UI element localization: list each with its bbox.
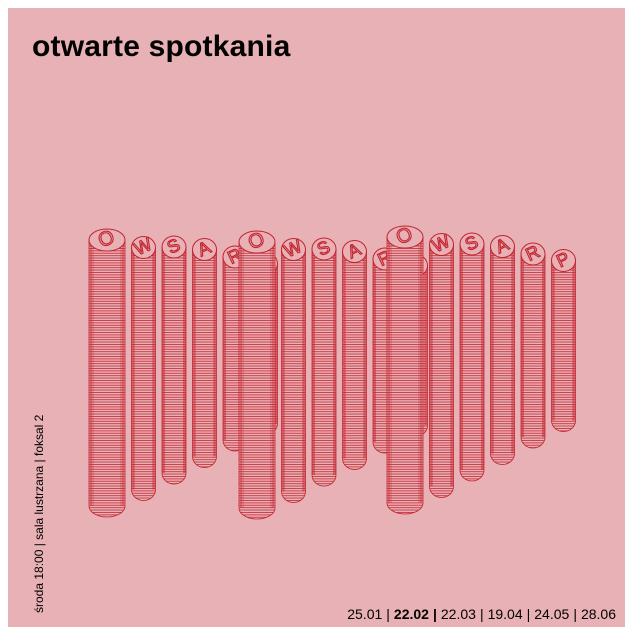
extruded-letter: P — [551, 247, 576, 432]
event-poster: PRASWOPRASWOPRASWO otwarte spotkania śro… — [8, 8, 625, 627]
extruded-letter: W — [131, 233, 156, 501]
extruded-letter: A — [490, 233, 515, 465]
extruded-letter: O — [238, 227, 276, 520]
date-item-current: 22.02 — [393, 606, 429, 622]
date-item: 22.03 — [440, 606, 476, 622]
venue-info: środa 18:00 | sala lustrzana | foksal 2 — [32, 414, 46, 613]
date-separator: | — [432, 606, 437, 622]
date-item: 28.06 — [580, 606, 616, 622]
date-separator: | — [479, 606, 484, 622]
letter-cap-text: W — [131, 234, 155, 259]
date-separator: | — [526, 606, 531, 622]
extruded-letter: A — [192, 236, 217, 468]
extruded-letter: O — [386, 222, 424, 515]
extruded-letter: W — [281, 235, 306, 503]
date-separator: | — [573, 606, 577, 622]
extruded-letter: S — [161, 234, 187, 485]
date-item: 25.01 — [347, 606, 383, 622]
extruded-letter: S — [459, 231, 485, 482]
meeting-dates: 25.01 | 22.02 | 22.03 | 19.04 | 24.05 | 28.06 — [347, 606, 616, 622]
poster-title: otwarte spotkania — [32, 30, 291, 63]
extruded-letter: W — [429, 230, 454, 498]
date-item: 24.05 — [534, 606, 570, 622]
date-separator: | — [386, 606, 390, 622]
date-item: 19.04 — [487, 606, 523, 622]
extruded-letter: S — [311, 236, 337, 487]
extruded-letter: O — [88, 225, 126, 518]
extruded-letter: A — [342, 238, 367, 470]
extruded-letter: R — [520, 241, 546, 449]
extruded-owsarp-artwork: PRASWOPRASWOPRASWO — [88, 222, 576, 520]
